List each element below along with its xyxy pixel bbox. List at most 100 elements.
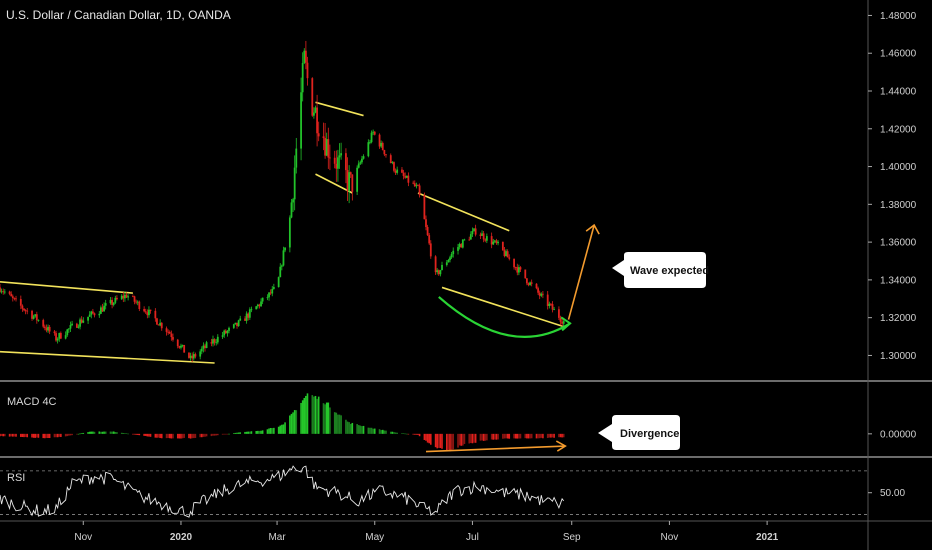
candle-body: [160, 322, 163, 329]
candle-body: [506, 251, 509, 258]
candle-body: [112, 302, 115, 305]
macd-bar: [24, 433, 27, 437]
macd-bar: [8, 433, 11, 437]
candle-body: [132, 296, 134, 298]
candle-body: [540, 293, 543, 296]
macd-bar: [188, 433, 190, 439]
macd-bar: [381, 429, 384, 434]
candle-body: [441, 264, 443, 271]
candle-body: [300, 92, 302, 149]
candle-body: [295, 148, 298, 168]
macd-bar: [434, 433, 437, 448]
macd-bar: [234, 432, 237, 434]
candle-body: [370, 132, 373, 143]
candle-body: [381, 142, 384, 151]
macd-bar: [266, 429, 269, 434]
macd-bar: [156, 433, 158, 438]
candle-body: [447, 259, 450, 263]
macd-bar: [290, 413, 293, 434]
candle-body: [369, 142, 371, 143]
macd-bar: [506, 433, 509, 439]
candle-body: [482, 233, 485, 240]
macd-bar: [167, 433, 169, 439]
candle-body: [15, 298, 17, 300]
macd-bar: [255, 431, 258, 434]
candle-body: [178, 346, 181, 348]
divergence-curve: [438, 296, 571, 338]
candle-body: [87, 316, 89, 321]
macd-bar: [538, 433, 541, 439]
candle-body: [260, 301, 262, 307]
macd-bar: [93, 431, 96, 434]
candle-body: [23, 308, 25, 311]
candle-body: [157, 324, 160, 326]
macd-bar: [313, 396, 315, 434]
candle-body: [226, 330, 229, 334]
macd-bar: [23, 433, 25, 438]
price-tick-label: 1.44000: [880, 87, 917, 98]
candle-body: [156, 318, 158, 325]
macd-bar: [495, 433, 498, 440]
macd-bar: [385, 430, 387, 434]
candle-body: [413, 183, 416, 187]
macd-bar: [513, 433, 515, 439]
macd-bar: [479, 433, 482, 441]
macd-bar: [529, 433, 531, 439]
candle-body: [245, 313, 248, 321]
macd-bar: [505, 433, 507, 439]
macd-pane[interactable]: [0, 393, 567, 453]
candle-body: [143, 309, 146, 312]
candle-body: [516, 267, 519, 273]
chart-title: U.S. Dollar / Canadian Dollar, 1D, OANDA: [6, 8, 231, 22]
macd-bar: [21, 433, 24, 437]
price-axis[interactable]: 1.30000 1.32000 1.34000 1.36000 1.38000 1.400…: [868, 11, 917, 499]
macd-bar: [300, 402, 302, 434]
candle-body: [402, 172, 405, 177]
macd-bar: [394, 432, 397, 434]
macd-bar: [133, 433, 136, 435]
macd-bar: [535, 433, 538, 439]
macd-bar: [239, 432, 242, 434]
macd-bar: [204, 433, 206, 437]
candle-body: [269, 292, 272, 294]
candle-body: [517, 267, 520, 273]
macd-bar: [58, 433, 61, 437]
candle-body: [138, 301, 141, 310]
candle-body: [0, 291, 3, 293]
macd-bar: [92, 431, 94, 434]
macd-bar: [540, 433, 543, 438]
macd-bar: [530, 433, 533, 439]
time-tick-label: Sep: [563, 532, 581, 543]
candle-body: [47, 326, 49, 331]
candle-body: [530, 282, 533, 284]
macd-bar: [490, 433, 493, 440]
macd-bar: [199, 433, 201, 438]
macd-bar: [257, 430, 259, 434]
time-axis[interactable]: Nov 2020 Mar May Jul Sep Nov 2021: [74, 521, 779, 543]
macd-bar: [357, 425, 360, 434]
candle-body: [103, 305, 105, 312]
macd-bar: [372, 428, 374, 434]
candle-body: [345, 153, 347, 171]
candle-body: [367, 142, 370, 157]
macd-bar: [143, 433, 145, 436]
candle-body: [412, 182, 415, 184]
macd-bar: [112, 431, 115, 434]
candle-body: [562, 321, 565, 324]
candle-body: [64, 335, 67, 339]
price-pane[interactable]: [0, 40, 600, 364]
macd-bar: [127, 433, 129, 435]
macd-bar: [327, 402, 330, 434]
candle-body: [146, 312, 149, 316]
candle-body: [404, 176, 407, 178]
candle-body: [125, 294, 128, 298]
macd-bar: [53, 433, 56, 438]
candle-body: [284, 247, 286, 251]
rsi-pane[interactable]: [0, 465, 868, 518]
candle-body: [188, 352, 190, 358]
macd-bar: [311, 395, 314, 434]
time-tick-label: Jul: [466, 532, 479, 543]
macd-bar: [111, 431, 113, 434]
macd-bar: [289, 415, 291, 434]
